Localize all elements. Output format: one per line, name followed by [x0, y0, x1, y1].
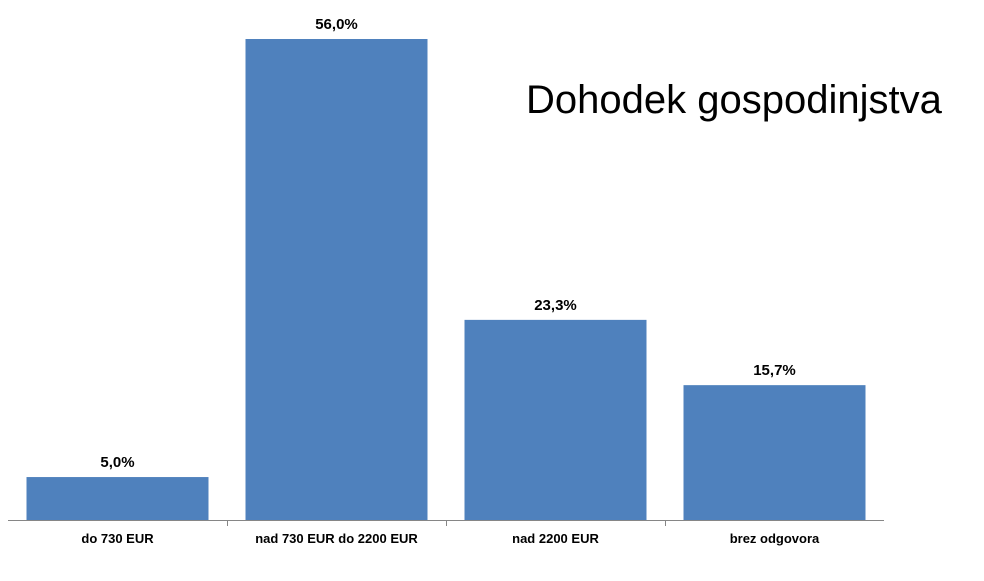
- x-tick-label: do 730 EUR: [81, 531, 154, 546]
- x-axis: [8, 520, 884, 526]
- bar: [464, 319, 647, 520]
- data-label: 23,3%: [534, 297, 577, 314]
- bar: [26, 477, 209, 520]
- data-label: 5,0%: [100, 454, 134, 471]
- x-tick-label: nad 730 EUR do 2200 EUR: [255, 531, 418, 546]
- bars-layer: [26, 39, 866, 520]
- chart-title: Dohodek gospodinjstva: [526, 78, 943, 122]
- data-label: 56,0%: [315, 16, 358, 33]
- x-tick-label: nad 2200 EUR: [512, 531, 599, 546]
- bar: [245, 39, 428, 520]
- labels-layer: 5,0% do 730 EUR 56,0% nad 730 EUR do 2200 E…: [81, 16, 820, 546]
- data-label: 15,7%: [753, 362, 796, 379]
- x-tick-label: brez odgovora: [730, 531, 820, 546]
- bar: [683, 385, 866, 520]
